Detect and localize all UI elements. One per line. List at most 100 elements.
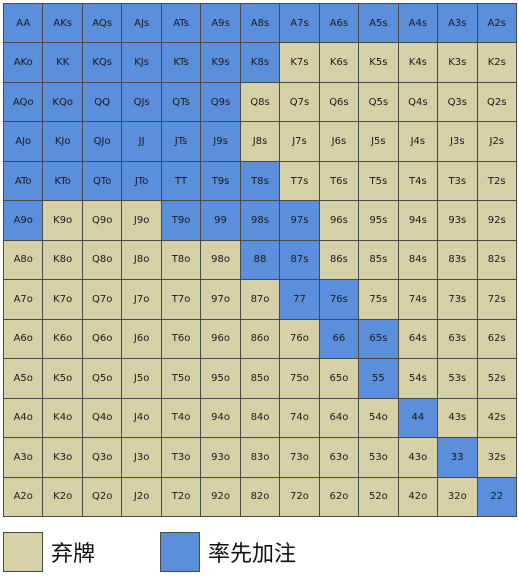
hand-cell: A3o <box>4 438 44 478</box>
hand-cell: T5o <box>161 359 202 399</box>
hand-cell: Q4s <box>398 82 439 123</box>
hand-cell: 54o <box>359 398 399 439</box>
hand-cell: AKs <box>43 4 83 44</box>
hand-cell: 98o <box>201 240 241 281</box>
hand-cell: J3s <box>438 122 478 162</box>
hand-cell: J7s <box>280 122 320 162</box>
hand-cell: AQs <box>82 4 123 44</box>
hand-cell: A8s <box>240 4 281 44</box>
hand-cell: A4s <box>398 4 439 44</box>
hand-cell: T8s <box>240 161 281 202</box>
hand-cell: Q9s <box>201 82 241 123</box>
fold-label: 弃牌 <box>51 542 96 567</box>
hand-cell: 87o <box>240 280 281 320</box>
hand-cell: 72o <box>280 477 320 517</box>
hand-cell: KQs <box>82 43 123 83</box>
hand-cell: Q9o <box>82 201 123 241</box>
hand-cell: 74o <box>280 398 320 439</box>
hand-cell: 88 <box>240 240 281 281</box>
hand-cell: 66 <box>319 319 360 360</box>
hand-cell: AJs <box>122 4 162 44</box>
legend-fold: 弃牌 <box>3 530 95 574</box>
raise-swatch <box>160 532 200 572</box>
hand-cell: 62s <box>477 319 517 360</box>
hand-cell: 85s <box>359 240 399 281</box>
hand-cell: 62o <box>319 477 360 517</box>
hand-cell: J8o <box>122 240 162 281</box>
hand-cell: 84s <box>398 240 439 281</box>
hand-cell: AA <box>4 4 44 44</box>
hand-range-grid: AA AKs AQs AJs ATs A9s A8s A7s A6s A5s A4s A3s A2s AK… <box>3 3 517 517</box>
hand-cell: Q5s <box>359 82 399 123</box>
hand-cell: T5s <box>359 161 399 202</box>
hand-cell: A9o <box>4 201 44 241</box>
hand-cell: 77 <box>280 280 320 320</box>
hand-cell: 83s <box>438 240 478 281</box>
hand-cell: 32s <box>477 438 517 478</box>
hand-cell: T9s <box>201 161 241 202</box>
hand-cell: 44 <box>398 398 439 439</box>
hand-cell: T8o <box>161 240 202 281</box>
hand-cell: K2s <box>477 43 517 83</box>
hand-cell: 53o <box>359 438 399 478</box>
hand-cell: 94o <box>201 398 241 439</box>
hand-cell: QJs <box>122 82 162 123</box>
hand-cell: K3o <box>43 438 83 478</box>
hand-cell: Q6o <box>82 319 123 360</box>
hand-cell: K6o <box>43 319 83 360</box>
hand-cell: 52s <box>477 359 517 399</box>
hand-cell: 93o <box>201 438 241 478</box>
hand-cell: 86s <box>319 240 360 281</box>
hand-cell: 86o <box>240 319 281 360</box>
hand-cell: KTo <box>43 161 83 202</box>
hand-cell: 82s <box>477 240 517 281</box>
hand-cell: J5o <box>122 359 162 399</box>
hand-cell: T6s <box>319 161 360 202</box>
raise-label: 率先加注 <box>208 542 297 567</box>
hand-cell: A6o <box>4 319 44 360</box>
hand-cell: 74s <box>398 280 439 320</box>
hand-cell: 22 <box>477 477 517 517</box>
hand-cell: J9s <box>201 122 241 162</box>
hand-cell: K4s <box>398 43 439 83</box>
hand-cell: TT <box>161 161 202 202</box>
hand-cell: 64o <box>319 398 360 439</box>
hand-cell: KK <box>43 43 83 83</box>
hand-cell: QQ <box>82 82 123 123</box>
hand-cell: Q6s <box>319 82 360 123</box>
hand-cell: QTo <box>82 161 123 202</box>
hand-cell: Q5o <box>82 359 123 399</box>
hand-cell: 97o <box>201 280 241 320</box>
hand-cell: K8o <box>43 240 83 281</box>
hand-cell: JJ <box>122 122 162 162</box>
hand-cell: T7o <box>161 280 202 320</box>
hand-cell: A3s <box>438 4 478 44</box>
hand-cell: QTs <box>161 82 202 123</box>
hand-cell: J6s <box>319 122 360 162</box>
hand-cell: 76o <box>280 319 320 360</box>
hand-cell: J2o <box>122 477 162 517</box>
hand-cell: 83o <box>240 438 281 478</box>
hand-cell: 98s <box>240 201 281 241</box>
hand-cell: QJo <box>82 122 123 162</box>
hand-cell: T4o <box>161 398 202 439</box>
hand-cell: 97s <box>280 201 320 241</box>
hand-cell: J3o <box>122 438 162 478</box>
hand-cell: K8s <box>240 43 281 83</box>
hand-cell: K5o <box>43 359 83 399</box>
hand-cell: 43o <box>398 438 439 478</box>
hand-cell: 84o <box>240 398 281 439</box>
hand-cell: 95o <box>201 359 241 399</box>
hand-cell: A6s <box>319 4 360 44</box>
hand-cell: 87s <box>280 240 320 281</box>
hand-cell: Q3o <box>82 438 123 478</box>
hand-cell: T9o <box>161 201 202 241</box>
hand-cell: A7o <box>4 280 44 320</box>
hand-cell: 54s <box>398 359 439 399</box>
hand-cell: K6s <box>319 43 360 83</box>
hand-cell: 72s <box>477 280 517 320</box>
hand-cell: 76s <box>319 280 360 320</box>
hand-cell: T2s <box>477 161 517 202</box>
hand-cell: T6o <box>161 319 202 360</box>
hand-cell: T7s <box>280 161 320 202</box>
